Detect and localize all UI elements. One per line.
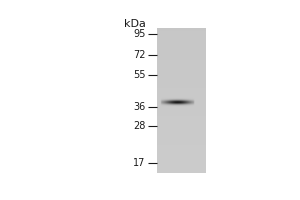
Text: kDa: kDa bbox=[124, 19, 146, 29]
Text: 95: 95 bbox=[133, 29, 145, 39]
Text: 72: 72 bbox=[133, 50, 145, 60]
Text: 55: 55 bbox=[133, 70, 145, 80]
Text: 17: 17 bbox=[133, 158, 145, 168]
Text: 28: 28 bbox=[133, 121, 145, 131]
Text: 36: 36 bbox=[134, 102, 146, 112]
